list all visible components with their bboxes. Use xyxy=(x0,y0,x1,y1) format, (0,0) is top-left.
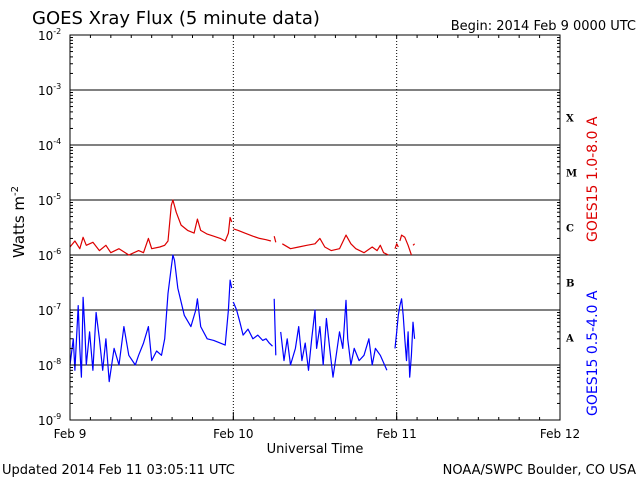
y-tick-label: 10-8 xyxy=(38,357,61,373)
x-tick-label: Feb 11 xyxy=(376,427,416,441)
series-line-0 xyxy=(233,228,272,242)
x-axis-label: Universal Time xyxy=(267,442,364,457)
svg-text:Watts m-2: Watts m-2 xyxy=(10,186,28,258)
y-tick-label: 10-7 xyxy=(38,302,61,318)
series-line-0 xyxy=(69,199,233,256)
series-line-1 xyxy=(280,299,388,378)
y-axis-label: Watts m-2 xyxy=(10,186,28,258)
series-line-1 xyxy=(69,254,233,383)
series-line-0 xyxy=(394,243,399,249)
x-tick-label: Feb 9 xyxy=(54,427,87,441)
series-line-0 xyxy=(412,243,416,246)
x-tick-labels: Feb 9 Feb 10 Feb 11 Feb 12 xyxy=(54,35,580,441)
source-text: NOAA/SWPC Boulder, CO USA xyxy=(443,463,636,478)
flare-class-m: M xyxy=(566,169,577,180)
legend-long-channel: GOES15 1.0-8.0 A xyxy=(585,116,601,242)
y-tick-label: 10-9 xyxy=(38,412,61,428)
x-tick-label: Feb 10 xyxy=(213,427,253,441)
begin-time: Begin: 2014 Feb 9 0000 UTC xyxy=(451,19,636,34)
updated-text: Updated 2014 Feb 11 03:05:11 UTC xyxy=(2,463,235,478)
y-tick-label: 10-4 xyxy=(38,137,61,153)
y-tick-label: 10-3 xyxy=(38,82,61,98)
flare-class-x: X xyxy=(566,114,574,125)
gridlines xyxy=(70,35,560,420)
y-axis-label-exp: -2 xyxy=(10,186,21,196)
y-tick-label: 10-2 xyxy=(38,27,61,43)
flare-class-a: A xyxy=(565,334,574,345)
series-line-0 xyxy=(281,234,389,256)
series-line-1 xyxy=(273,298,277,356)
y-axis-label-base: Watts m xyxy=(10,196,28,258)
series-line-1 xyxy=(394,298,416,378)
flare-class-labels: X M C B A xyxy=(565,114,577,345)
legend-short-channel: GOES15 0.5-4.0 A xyxy=(585,290,601,416)
y-tick-labels: 10-2 10-3 10-4 10-5 10-6 10-7 10-8 10-9 xyxy=(38,27,560,428)
series-line-0 xyxy=(273,236,277,243)
y-tick-label: 10-6 xyxy=(38,247,61,263)
y-tick-label: 10-5 xyxy=(38,192,61,208)
series-line-1 xyxy=(232,301,273,347)
flare-class-b: B xyxy=(566,279,574,290)
series-line-0 xyxy=(399,234,412,256)
chart-title: GOES Xray Flux (5 minute data) xyxy=(32,8,320,29)
series-layer xyxy=(69,199,416,383)
plot-frame xyxy=(69,34,561,421)
flare-class-c: C xyxy=(566,224,574,235)
x-tick-label: Feb 12 xyxy=(540,427,580,441)
